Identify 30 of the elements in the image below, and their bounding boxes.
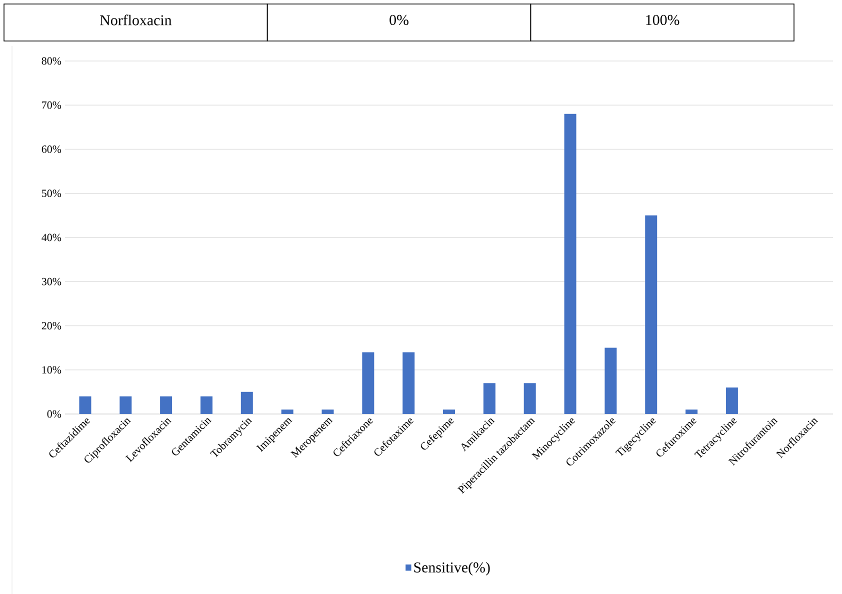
bar bbox=[281, 410, 294, 414]
y-tick-label: 20% bbox=[42, 322, 62, 330]
bar bbox=[604, 348, 617, 414]
y-tick-label: 50% bbox=[42, 190, 62, 198]
y-tick-label: 80% bbox=[42, 57, 62, 65]
bar bbox=[240, 392, 253, 414]
bar bbox=[200, 396, 212, 414]
bar bbox=[120, 396, 132, 414]
bar bbox=[79, 396, 92, 414]
y-tick-label: 60% bbox=[42, 146, 62, 153]
y-tick-label: 10% bbox=[42, 366, 62, 374]
text: 0% bbox=[390, 14, 408, 26]
bar bbox=[362, 352, 374, 414]
bar bbox=[726, 388, 738, 414]
bar bbox=[443, 410, 456, 414]
y-tick-label: 40% bbox=[42, 234, 62, 242]
bar bbox=[524, 383, 536, 414]
bar bbox=[564, 114, 576, 414]
y-tick-label: 30% bbox=[42, 278, 62, 286]
bar bbox=[402, 352, 415, 414]
y-tick-label: 70% bbox=[42, 101, 62, 109]
y-tick-label: 0% bbox=[47, 410, 62, 418]
bar bbox=[322, 410, 334, 414]
legend-label: Sensitive(%) bbox=[414, 562, 490, 576]
bar bbox=[483, 383, 496, 414]
bar bbox=[160, 396, 172, 414]
bar bbox=[686, 410, 698, 414]
text: 100% bbox=[646, 14, 680, 26]
bar bbox=[645, 215, 658, 414]
text: Norfloxacin bbox=[100, 14, 172, 26]
